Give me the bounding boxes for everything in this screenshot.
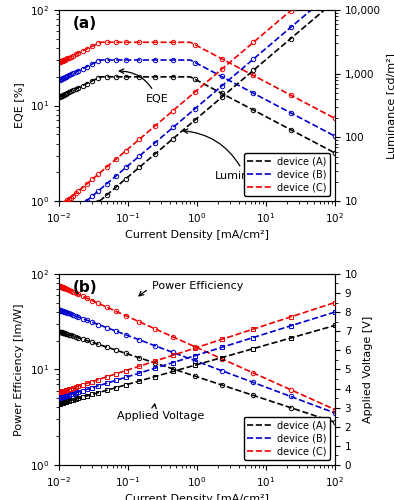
device (B) bbox=[256, 382, 260, 388]
Text: (b): (b) bbox=[73, 280, 97, 294]
device (C) bbox=[231, 62, 236, 68]
device (A) bbox=[258, 110, 263, 116]
Legend: device (A), device (B), device (C): device (A), device (B), device (C) bbox=[243, 152, 330, 196]
device (B) bbox=[90, 61, 95, 67]
Text: Power Efficiency: Power Efficiency bbox=[139, 280, 243, 296]
device (C) bbox=[257, 373, 262, 379]
device (B) bbox=[333, 133, 337, 139]
device (C) bbox=[258, 76, 263, 82]
Legend: device (A), device (B), device (C): device (A), device (B), device (C) bbox=[243, 416, 330, 460]
device (B) bbox=[99, 57, 104, 63]
device (B) bbox=[90, 319, 95, 325]
device (A) bbox=[167, 74, 171, 80]
device (A) bbox=[257, 394, 262, 400]
Text: EQE: EQE bbox=[119, 69, 168, 103]
device (B) bbox=[257, 382, 262, 388]
device (B) bbox=[167, 57, 171, 63]
device (B) bbox=[57, 307, 61, 313]
device (B) bbox=[147, 340, 151, 346]
device (B) bbox=[256, 93, 261, 99]
device (A) bbox=[90, 78, 95, 84]
device (B) bbox=[333, 410, 337, 416]
device (B) bbox=[166, 348, 171, 354]
device (A) bbox=[90, 340, 95, 345]
device (B) bbox=[230, 372, 235, 378]
device (A) bbox=[333, 420, 337, 426]
Line: device (C): device (C) bbox=[59, 42, 335, 118]
device (A) bbox=[230, 386, 235, 392]
Text: (a): (a) bbox=[73, 16, 97, 30]
device (C) bbox=[90, 44, 95, 50]
device (C) bbox=[90, 298, 95, 304]
Line: device (B): device (B) bbox=[59, 310, 335, 413]
Text: Applied Voltage: Applied Voltage bbox=[117, 404, 204, 421]
Line: device (A): device (A) bbox=[59, 332, 335, 422]
Y-axis label: Power Efficiency [lm/W]: Power Efficiency [lm/W] bbox=[15, 303, 24, 436]
device (C) bbox=[99, 39, 104, 45]
Y-axis label: EQE [%]: EQE [%] bbox=[15, 82, 24, 128]
Y-axis label: Luminance [cd/m²]: Luminance [cd/m²] bbox=[386, 52, 394, 158]
device (B) bbox=[258, 94, 263, 100]
device (A) bbox=[231, 96, 236, 102]
Line: device (B): device (B) bbox=[59, 60, 335, 136]
device (B) bbox=[57, 77, 61, 83]
device (A) bbox=[166, 364, 171, 370]
device (C) bbox=[256, 76, 261, 82]
device (C) bbox=[147, 39, 152, 45]
device (A) bbox=[99, 74, 104, 80]
device (C) bbox=[167, 39, 171, 45]
device (C) bbox=[230, 360, 235, 366]
X-axis label: Current Density [mA/cm²]: Current Density [mA/cm²] bbox=[125, 494, 269, 500]
device (C) bbox=[57, 283, 61, 289]
device (A) bbox=[256, 394, 260, 400]
Text: Luminance: Luminance bbox=[183, 129, 276, 181]
X-axis label: Current Density [mA/cm²]: Current Density [mA/cm²] bbox=[125, 230, 269, 240]
device (C) bbox=[256, 372, 260, 378]
device (A) bbox=[57, 94, 61, 100]
device (C) bbox=[333, 406, 337, 412]
device (C) bbox=[147, 323, 151, 329]
Y-axis label: Applied Voltage [V]: Applied Voltage [V] bbox=[363, 316, 373, 423]
device (B) bbox=[147, 57, 152, 63]
device (C) bbox=[333, 116, 337, 121]
device (A) bbox=[147, 358, 151, 364]
device (A) bbox=[147, 74, 152, 80]
device (B) bbox=[231, 80, 236, 86]
device (C) bbox=[166, 332, 171, 338]
device (A) bbox=[256, 110, 261, 116]
device (A) bbox=[57, 328, 61, 334]
device (A) bbox=[333, 150, 337, 156]
Line: device (C): device (C) bbox=[59, 286, 335, 410]
device (C) bbox=[57, 60, 61, 66]
Line: device (A): device (A) bbox=[59, 77, 335, 153]
